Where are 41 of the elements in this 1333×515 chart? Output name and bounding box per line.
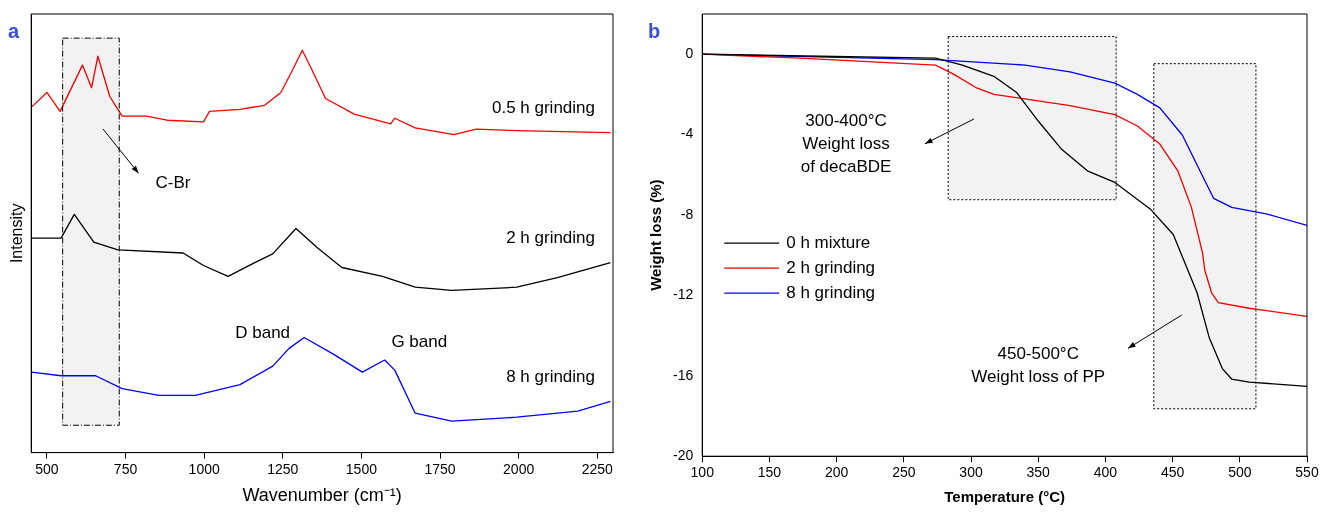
x-tick-label: 350 xyxy=(1026,464,1051,481)
y-axis-title: Weight loss (%) xyxy=(647,179,665,291)
series-label: 8 h grinding xyxy=(506,366,595,386)
legend-label: 8 h grinding xyxy=(786,282,876,302)
annotation: C-Br xyxy=(155,172,191,192)
annotation: 300-400°C Weight loss of decaBDE xyxy=(800,111,892,177)
x-axis-title: Temperature (°C) xyxy=(944,488,1065,506)
annotation: 450-500°C Weight loss of PP xyxy=(971,343,1106,386)
x-tick-label: 500 xyxy=(35,460,59,477)
series-label: 2 h grinding xyxy=(506,227,595,247)
x-tick-label: 200 xyxy=(824,464,849,481)
x-tick-label: 450 xyxy=(1160,464,1185,481)
x-tick-label: 1250 xyxy=(267,460,299,477)
x-tick-label: 250 xyxy=(892,464,916,481)
x-tick-label: 150 xyxy=(757,464,782,481)
x-tick-label: 2250 xyxy=(581,460,614,477)
x-tick-label: 550 xyxy=(1295,464,1319,481)
annotation: G band xyxy=(391,332,448,352)
chart-title: a xyxy=(8,19,20,42)
x-tick-label: 400 xyxy=(1093,464,1118,481)
legend-label: 0 h mixture xyxy=(786,232,871,252)
legend-label: 2 h grinding xyxy=(786,257,876,277)
x-tick-label: 500 xyxy=(1228,464,1252,481)
y-tick-label: -20 xyxy=(673,447,694,464)
chart-title: b xyxy=(648,19,661,42)
x-tick-label: 300 xyxy=(959,464,983,481)
y-tick-label: -12 xyxy=(673,286,694,303)
x-tick-label: 1000 xyxy=(188,460,220,477)
x-tick-label: 750 xyxy=(113,460,138,477)
x-tick-label: 2000 xyxy=(503,460,535,477)
x-axis-title: Wavenumber (cm⁻¹) xyxy=(242,485,402,506)
annotation: D band xyxy=(235,323,291,343)
y-tick-label: -4 xyxy=(680,125,694,142)
y-tick-label: -8 xyxy=(680,205,694,222)
x-tick-label: 1500 xyxy=(345,460,378,477)
y-tick-label: 0 xyxy=(685,45,694,62)
y-axis-title: Intensity xyxy=(8,203,26,264)
x-tick-label: 1750 xyxy=(424,460,456,477)
series-label: 0.5 h grinding xyxy=(491,97,595,117)
y-tick-label: -16 xyxy=(673,366,694,383)
x-tick-label: 100 xyxy=(690,464,715,481)
